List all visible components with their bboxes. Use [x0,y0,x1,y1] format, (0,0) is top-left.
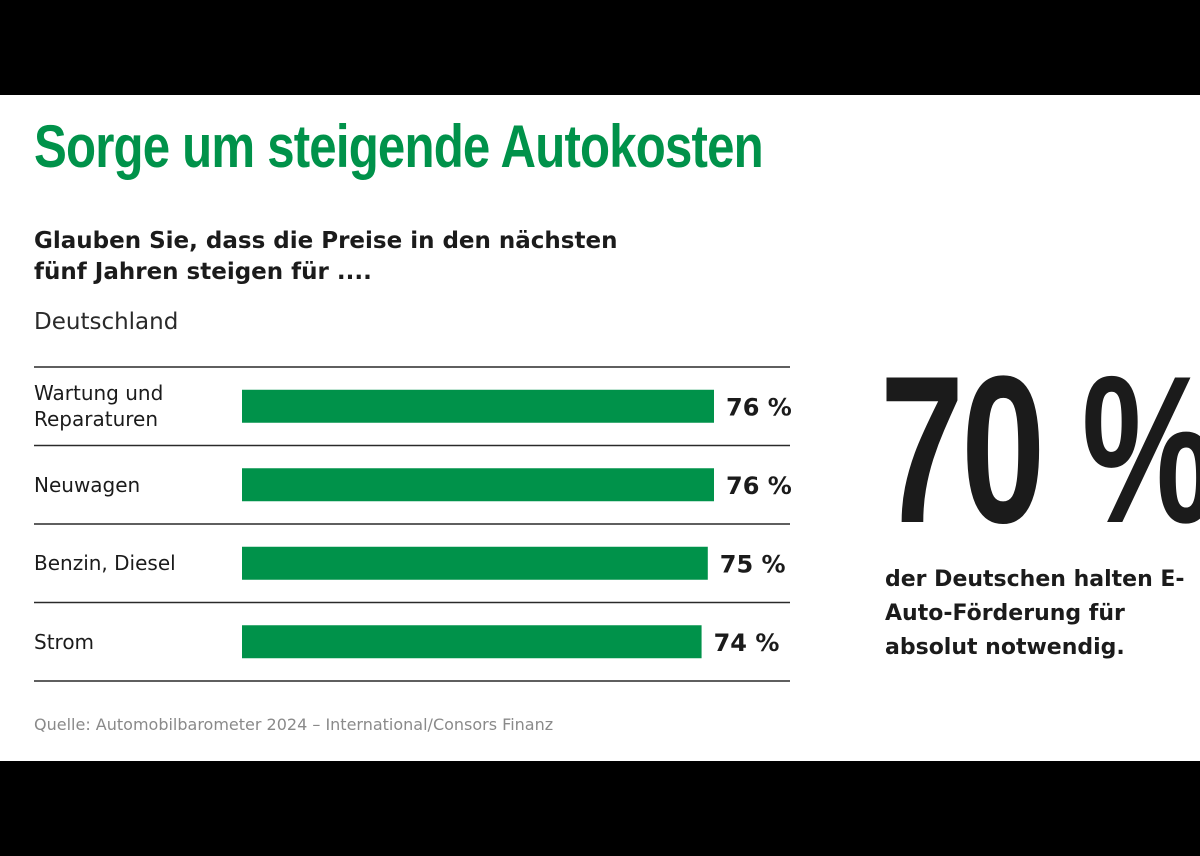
bar [242,389,714,423]
category-label: Wartung und Reparaturen [34,381,164,432]
source-note: Quelle: Automobilbarometer 2024 – Intern… [34,715,554,734]
data-label: 76 % [726,393,792,421]
bar [242,625,702,659]
highlight-value: 70 % [880,332,1200,567]
region-label: Deutschland [34,309,179,335]
chart-title: Sorge um steigende Autokosten [34,113,764,180]
bar [242,468,714,502]
highlight-text: der Deutschen halten E-Auto-Förderung fü… [885,567,1185,660]
category-label: Benzin, Diesel [34,551,176,576]
data-label: 76 % [726,472,792,500]
category-label: Neuwagen [34,472,141,497]
category-label: Strom [34,629,95,654]
data-label: 75 % [720,550,786,578]
bar [242,546,708,580]
chart-question: Glauben Sie, dass die Preise in den näch… [34,228,618,285]
data-label: 74 % [714,629,780,657]
